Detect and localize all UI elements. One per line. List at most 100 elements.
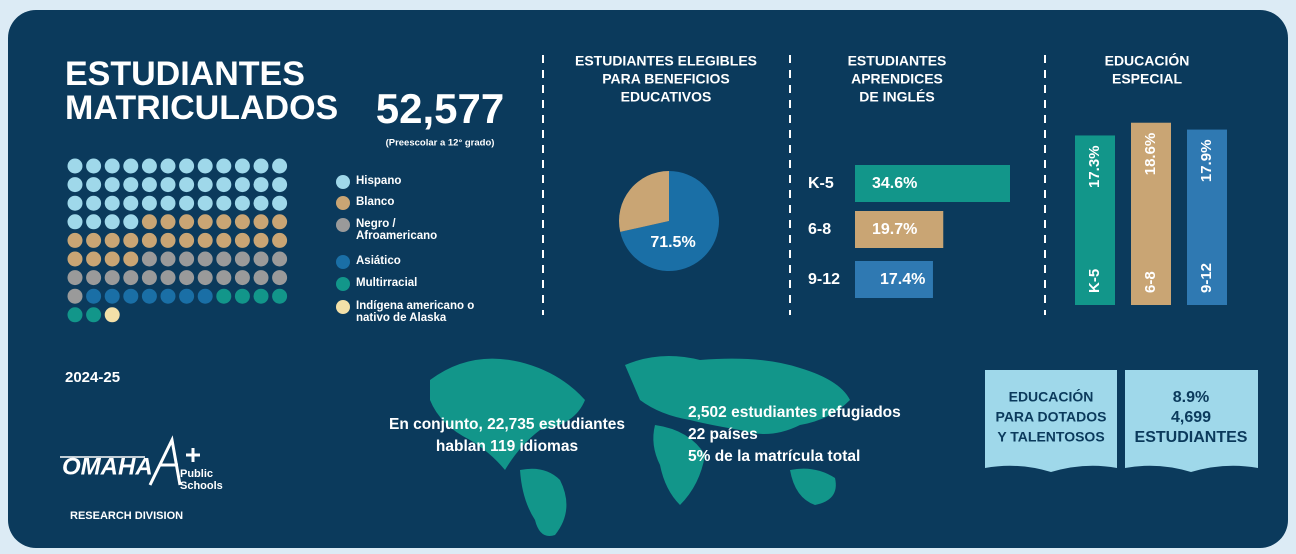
total-note: (Preescolar a 12° grado) [386, 138, 495, 149]
dot [197, 270, 213, 286]
panel [8, 10, 1288, 548]
dot [104, 232, 120, 248]
year: 2024-25 [65, 369, 120, 386]
dot [179, 232, 195, 248]
chart-title: ESTUDIANTES ELEGIBLES [575, 53, 757, 69]
category-label: K-5 [1086, 269, 1103, 293]
dot [216, 214, 232, 230]
dot [234, 158, 250, 174]
dot [197, 232, 213, 248]
pie-slice [619, 171, 669, 232]
category-label: 9-12 [1198, 263, 1215, 293]
gifted-label: EDUCACIÓN [1009, 388, 1094, 405]
gifted-stat: 4,699 [1171, 409, 1211, 426]
dot [123, 288, 139, 304]
legend-swatch [336, 255, 350, 269]
dot [86, 158, 102, 174]
dot [197, 195, 213, 211]
dot [216, 251, 232, 267]
refugees-text: 5% de la matrícula total [688, 448, 860, 465]
dot [160, 288, 176, 304]
dot [234, 270, 250, 286]
title: ESTUDIANTES [65, 55, 305, 93]
refugees-text: 2,502 estudiantes refugiados [688, 404, 901, 421]
dot [104, 158, 120, 174]
chart-title: ESTUDIANTES [848, 53, 947, 69]
dot [216, 195, 232, 211]
dot [234, 288, 250, 304]
dot [197, 214, 213, 230]
dot [86, 307, 102, 323]
dot [179, 251, 195, 267]
dot [86, 214, 102, 230]
dot [197, 158, 213, 174]
dot [179, 214, 195, 230]
dot [67, 214, 83, 230]
dot [234, 195, 250, 211]
dot [86, 251, 102, 267]
dot [253, 177, 269, 193]
logo-sub: Schools [180, 480, 223, 492]
dot [86, 232, 102, 248]
chart-title: ESPECIAL [1112, 71, 1182, 87]
dot [67, 307, 83, 323]
dot [234, 251, 250, 267]
dot [104, 270, 120, 286]
dot [86, 195, 102, 211]
title: MATRICULADOS [65, 89, 338, 127]
dot [253, 158, 269, 174]
dot [272, 158, 288, 174]
dot [160, 251, 176, 267]
dot [141, 288, 157, 304]
dot [160, 232, 176, 248]
refugees-text: 22 países [688, 426, 758, 443]
dot [234, 214, 250, 230]
dot [253, 251, 269, 267]
legend-swatch [336, 196, 350, 210]
dot [160, 195, 176, 211]
dot [123, 270, 139, 286]
dot [123, 214, 139, 230]
dot [67, 270, 83, 286]
dot [179, 288, 195, 304]
dot [253, 232, 269, 248]
gifted-label: Y TALENTOSOS [997, 429, 1104, 445]
dot [67, 288, 83, 304]
dot [272, 195, 288, 211]
dot [253, 195, 269, 211]
logo-name: OMAHA [62, 453, 153, 480]
dot [141, 251, 157, 267]
data-label: 19.7% [872, 221, 917, 238]
dot [104, 288, 120, 304]
logo-aplus [148, 435, 200, 486]
gifted-label: PARA DOTADOS [996, 409, 1107, 425]
dot [160, 214, 176, 230]
chart-title: APRENDICES [851, 71, 943, 87]
legend-swatch [336, 218, 350, 232]
dot [160, 177, 176, 193]
data-label: 17.9% [1198, 140, 1215, 183]
languages-text: hablan 119 idiomas [436, 438, 578, 455]
bar [855, 211, 944, 248]
data-label: 71.5% [650, 234, 695, 251]
dot [160, 158, 176, 174]
dot [272, 270, 288, 286]
gifted-boxes [985, 370, 1258, 472]
chart-title: EDUCATIVOS [621, 89, 712, 105]
legend-swatch [336, 300, 350, 314]
data-label: 18.6% [1142, 133, 1159, 176]
dot [179, 270, 195, 286]
dot [234, 232, 250, 248]
data-label: 34.6% [872, 175, 917, 192]
dot [86, 288, 102, 304]
dot [141, 214, 157, 230]
languages-text: En conjunto, 22,735 estudiantes [389, 416, 625, 433]
dot [216, 158, 232, 174]
dot [216, 288, 232, 304]
legend-label: Indígena americano o nativo de Alaska [356, 300, 475, 324]
chart-title: DE INGLÉS [859, 89, 934, 105]
dot [104, 251, 120, 267]
dot [197, 177, 213, 193]
dot [179, 195, 195, 211]
